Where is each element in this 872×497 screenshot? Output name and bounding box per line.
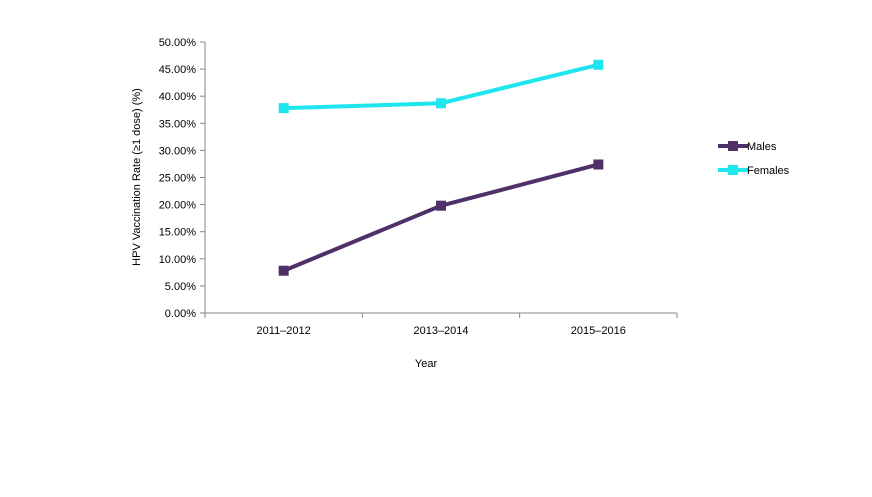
y-tick-label: 45.00% [159, 64, 197, 76]
y-tick-label: 20.00% [159, 200, 197, 212]
series-females [278, 59, 604, 114]
x-tick-label: 2011–2012 [257, 325, 311, 337]
y-axis-label: HPV Vaccination Rate (≥1 dose) (%) [131, 88, 143, 266]
legend: Males Females [718, 141, 790, 177]
data-point-males [436, 200, 446, 211]
data-point-males [593, 159, 604, 170]
x-tick-label: 2015–2016 [571, 325, 626, 337]
data-point-males [278, 265, 289, 276]
y-tick-label: 40.00% [159, 91, 197, 103]
series-layer [278, 59, 604, 276]
legend-item-males: Males [718, 141, 777, 153]
legend-item-females: Females [718, 165, 790, 177]
y-tick-label: 5.00% [165, 281, 196, 293]
y-tick-label: 25.00% [159, 173, 197, 185]
data-point-females [593, 59, 604, 70]
x-tick-label: 2013–2014 [413, 325, 468, 337]
data-point-females [436, 98, 446, 109]
axes [204, 42, 677, 314]
data-point-females [278, 103, 289, 114]
legend-swatch-marker [728, 165, 738, 175]
legend-label: Females [747, 165, 790, 177]
series-males [278, 159, 604, 276]
y-tick-label: 50.00% [159, 37, 197, 49]
x-axis-ticks: 2011–2012 2013–2014 2015–2016 [204, 313, 678, 337]
legend-label: Males [747, 141, 777, 153]
y-tick-label: 35.00% [159, 118, 197, 130]
x-axis-label: Year [415, 358, 438, 370]
legend-swatch-marker [728, 141, 738, 151]
y-tick-label: 15.00% [159, 227, 197, 239]
y-tick-label: 10.00% [159, 254, 197, 266]
series-line-males [282, 162, 599, 273]
y-axis-ticks: 0.00% 5.00% 10.00% 15.00% 20.00% 25.00% 30.00%… [159, 37, 205, 320]
y-tick-label: 0.00% [165, 308, 196, 320]
y-tick-label: 30.00% [159, 145, 197, 157]
